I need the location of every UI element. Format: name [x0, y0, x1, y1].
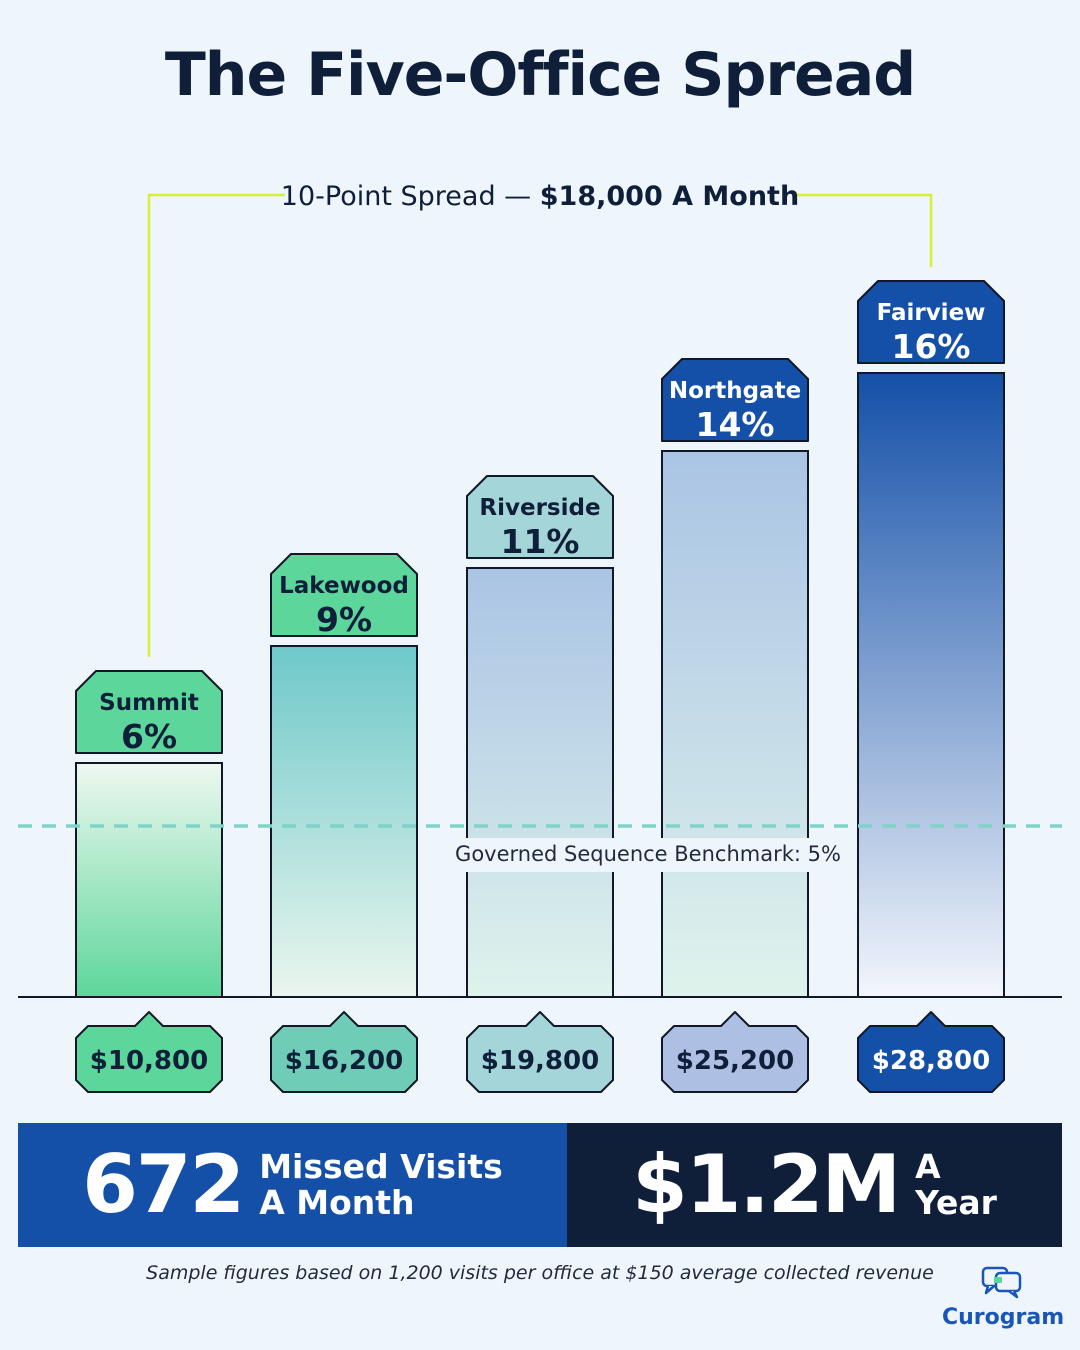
bar-summit	[75, 762, 223, 998]
bars-layer	[75, 372, 1005, 998]
revenue-value-label: $25,200	[676, 1046, 794, 1076]
annual-revenue-line2: Year	[915, 1183, 997, 1222]
rate-value-label: 11%	[501, 522, 580, 561]
money-layer: $10,800 $16,200 $19,800 $25,200 $28,800	[75, 1011, 1005, 1093]
bar-northgate	[661, 450, 809, 998]
annual-revenue-line1: A	[915, 1146, 941, 1186]
annual-revenue-value: $1.2M	[632, 1138, 901, 1231]
bar-chart: Governed Sequence Benchmark: 5% Summit6%…	[18, 181, 1062, 1093]
annual-revenue-caption: A Year	[915, 1146, 997, 1222]
labels-layer: Summit6%Lakewood9%Riverside11%Northgate1…	[75, 280, 1005, 756]
revenue-tag-fairview	[857, 1011, 1005, 1093]
logo-name: Curogram	[942, 1305, 1065, 1330]
label-box-summit	[75, 670, 223, 754]
spread-label: 10-Point Spread — $18,000 A Month	[281, 181, 799, 212]
office-name-label: Riverside	[479, 495, 600, 521]
revenue-tag-northgate	[661, 1011, 809, 1093]
bracket-left-line	[147, 193, 285, 657]
missed-visits-value: 672	[82, 1138, 245, 1231]
rate-value-label: 16%	[892, 327, 971, 366]
revenue-value-label: $28,800	[872, 1046, 990, 1076]
label-box-riverside	[466, 475, 614, 559]
chat-bubbles-icon	[981, 1266, 1022, 1299]
bar-lakewood	[270, 645, 418, 998]
office-name-label: Northgate	[669, 378, 801, 404]
missed-visits-line2: A Month	[259, 1183, 415, 1222]
footnote: Sample figures based on 1,200 visits per…	[146, 1262, 934, 1284]
revenue-tag-lakewood	[270, 1011, 418, 1093]
missed-visits-caption: Missed Visits A Month	[259, 1146, 503, 1222]
rate-value-label: 14%	[696, 405, 775, 444]
revenue-value-label: $10,800	[90, 1046, 208, 1076]
office-name-label: Summit	[99, 690, 199, 716]
office-name-label: Fairview	[877, 300, 986, 326]
revenue-tag-riverside	[466, 1011, 614, 1093]
benchmark-label: Governed Sequence Benchmark: 5%	[455, 842, 841, 866]
missed-visits-panel: 672 Missed Visits A Month	[18, 1123, 567, 1247]
label-box-fairview	[857, 280, 1005, 364]
label-box-lakewood	[270, 553, 418, 637]
bar-fairview	[857, 372, 1005, 998]
missed-visits-line1: Missed Visits	[259, 1146, 503, 1186]
spread-label-prefix: 10-Point Spread —	[281, 181, 540, 212]
page-title: The Five-Office Spread	[164, 40, 916, 110]
office-name-label: Lakewood	[279, 573, 409, 599]
benchmark-label-bg	[446, 838, 848, 872]
revenue-value-label: $16,200	[285, 1046, 403, 1076]
rate-value-label: 9%	[316, 600, 372, 639]
spread-bracket: 10-Point Spread — $18,000 A Month	[147, 181, 933, 657]
bar-riverside	[466, 567, 614, 998]
spread-label-value: $18,000 A Month	[540, 181, 799, 212]
logo: Curogram	[942, 1265, 1065, 1330]
rate-value-label: 6%	[121, 717, 177, 756]
summary-band: 672 Missed Visits A Month $1.2M A Year	[18, 1123, 1062, 1247]
revenue-value-label: $19,800	[481, 1046, 599, 1076]
annual-revenue-panel: $1.2M A Year	[567, 1123, 1062, 1247]
label-box-northgate	[661, 358, 809, 442]
revenue-tag-summit	[75, 1011, 223, 1093]
bracket-right-line	[792, 193, 933, 267]
